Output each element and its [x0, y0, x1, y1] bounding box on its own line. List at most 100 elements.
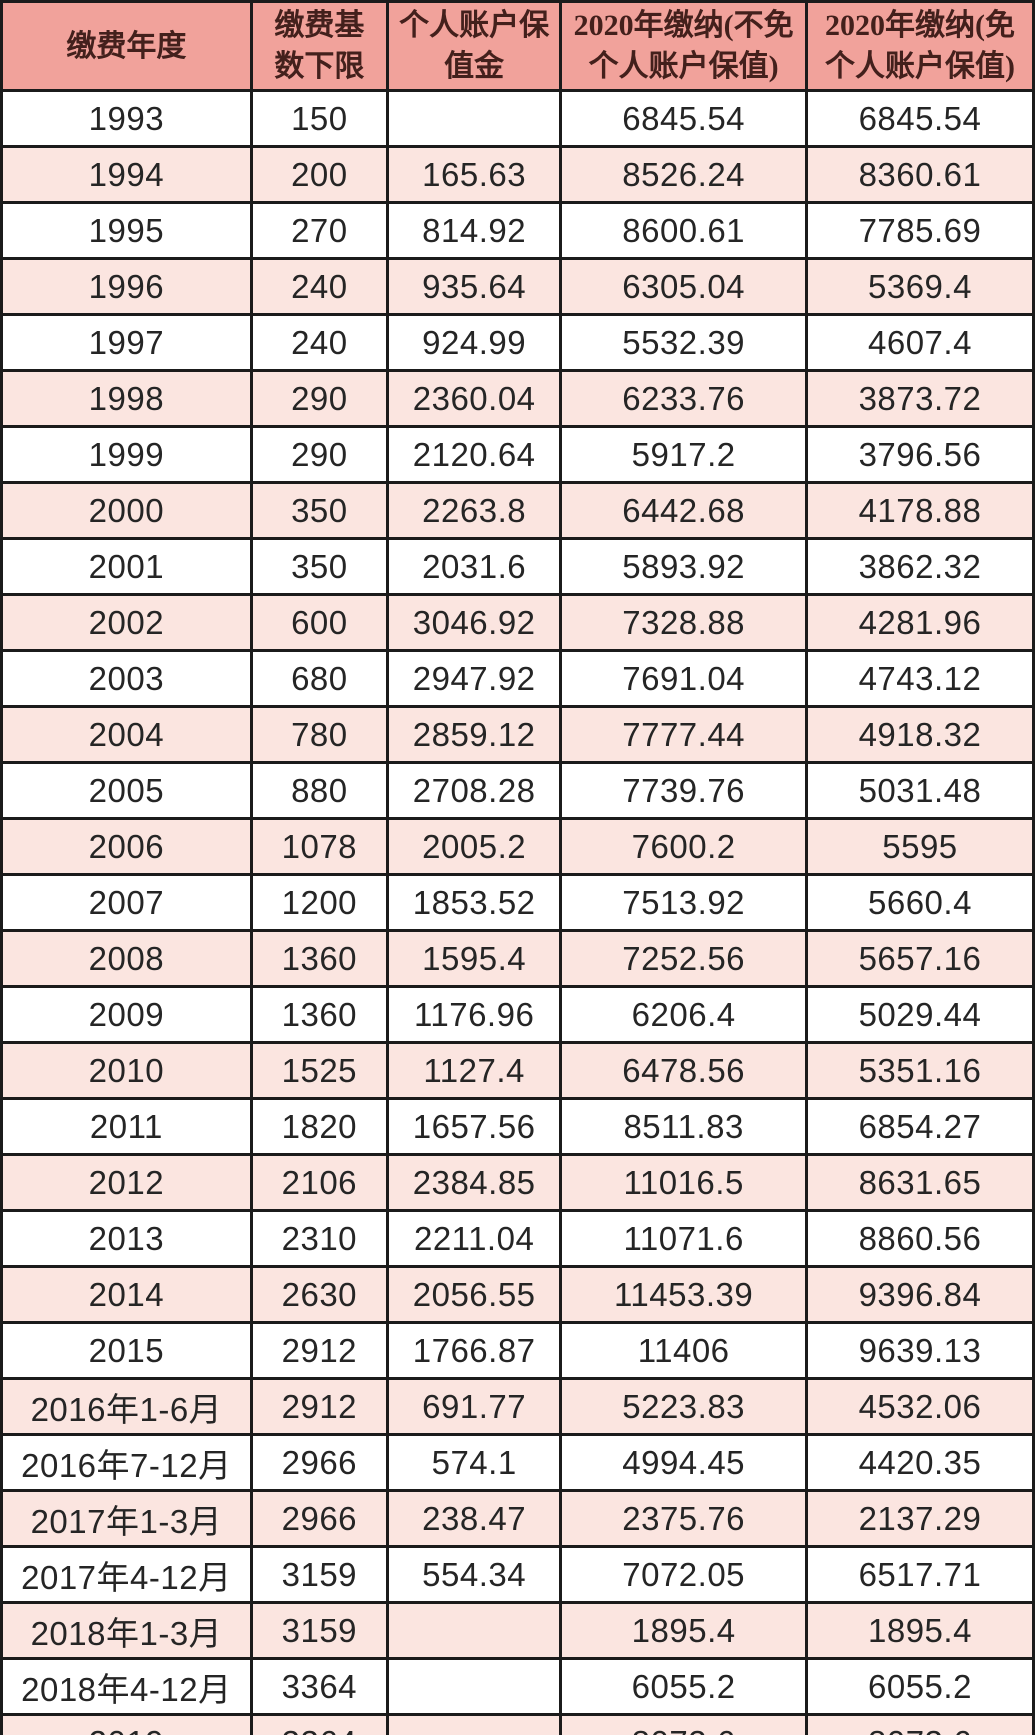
cell-2020-payment-not-exempt: 7691.04: [559, 649, 808, 708]
table-body: 1993 150 6845.54 6845.54 1994 200 165.63 8526.2…: [0, 89, 1035, 1735]
cell-2020-payment-exempt: 4532.06: [804, 1377, 1035, 1436]
cell-base-lower-limit: 3159: [249, 1601, 389, 1660]
cell-base-lower-limit: 290: [249, 425, 389, 484]
cell-payment-year: 2001: [0, 537, 253, 596]
table-row: 2005 880 2708.28 7739.76 5031.48: [0, 761, 1035, 820]
cell-payment-year: 2005: [0, 761, 253, 820]
table-row: 2018年1-3月 3159 1895.4 1895.4: [0, 1601, 1035, 1660]
table-row: 2000 350 2263.8 6442.68 4178.88: [0, 481, 1035, 540]
cell-personal-account-preservation: 2263.8: [385, 481, 563, 540]
cell-2020-payment-not-exempt: 8073.6: [559, 1713, 808, 1735]
cell-2020-payment-not-exempt: 7252.56: [559, 929, 808, 988]
cell-2020-payment-exempt: 5657.16: [804, 929, 1035, 988]
cell-base-lower-limit: 600: [249, 593, 389, 652]
cell-2020-payment-exempt: 4178.88: [804, 481, 1035, 540]
cell-payment-year: 2014: [0, 1265, 253, 1324]
header-row: 缴费年度 缴费基 数下限 个人账户保 值金 2020年缴纳(不免 个人账户保值)…: [0, 0, 1035, 92]
cell-base-lower-limit: 350: [249, 481, 389, 540]
cell-payment-year: 2000: [0, 481, 253, 540]
cell-2020-payment-not-exempt: 2375.76: [559, 1489, 808, 1548]
col-header-base-lower-limit: 缴费基 数下限: [249, 0, 389, 92]
cell-payment-year: 2011: [0, 1097, 253, 1156]
cell-2020-payment-exempt: 5351.16: [804, 1041, 1035, 1100]
table-row: 2016年7-12月 2966 574.1 4994.45 4420.35: [0, 1433, 1035, 1492]
cell-base-lower-limit: 240: [249, 313, 389, 372]
cell-personal-account-preservation: 2031.6: [385, 537, 563, 596]
cell-base-lower-limit: 2630: [249, 1265, 389, 1324]
cell-2020-payment-not-exempt: 6305.04: [559, 257, 808, 316]
cell-base-lower-limit: 1525: [249, 1041, 389, 1100]
cell-payment-year: 2017年1-3月: [0, 1489, 253, 1548]
table-row: 2008 1360 1595.4 7252.56 5657.16: [0, 929, 1035, 988]
cell-base-lower-limit: 2912: [249, 1321, 389, 1380]
table-row: 2003 680 2947.92 7691.04 4743.12: [0, 649, 1035, 708]
cell-2020-payment-not-exempt: 5893.92: [559, 537, 808, 596]
cell-2020-payment-exempt: 5369.4: [804, 257, 1035, 316]
cell-personal-account-preservation: 554.34: [385, 1545, 563, 1604]
cell-base-lower-limit: 1360: [249, 985, 389, 1044]
cell-2020-payment-not-exempt: 7072.05: [559, 1545, 808, 1604]
cell-base-lower-limit: 350: [249, 537, 389, 596]
cell-personal-account-preservation: 691.77: [385, 1377, 563, 1436]
table-row: 2009 1360 1176.96 6206.4 5029.44: [0, 985, 1035, 1044]
cell-personal-account-preservation: 2056.55: [385, 1265, 563, 1324]
cell-personal-account-preservation: 238.47: [385, 1489, 563, 1548]
cell-base-lower-limit: 2106: [249, 1153, 389, 1212]
cell-base-lower-limit: 270: [249, 201, 389, 260]
cell-personal-account-preservation: 1176.96: [385, 985, 563, 1044]
cell-2020-payment-not-exempt: 5223.83: [559, 1377, 808, 1436]
table-row: 1995 270 814.92 8600.61 7785.69: [0, 201, 1035, 260]
cell-payment-year: 1995: [0, 201, 253, 260]
cell-2020-payment-not-exempt: 6442.68: [559, 481, 808, 540]
cell-payment-year: 1996: [0, 257, 253, 316]
cell-payment-year: 2018年4-12月: [0, 1657, 253, 1716]
cell-2020-payment-not-exempt: 5917.2: [559, 425, 808, 484]
table-row: 1998 290 2360.04 6233.76 3873.72: [0, 369, 1035, 428]
cell-base-lower-limit: 3364: [249, 1657, 389, 1716]
cell-payment-year: 2015: [0, 1321, 253, 1380]
cell-2020-payment-exempt: 1895.4: [804, 1601, 1035, 1660]
cell-2020-payment-exempt: 9639.13: [804, 1321, 1035, 1380]
cell-personal-account-preservation: 2211.04: [385, 1209, 563, 1268]
cell-2020-payment-exempt: 8860.56: [804, 1209, 1035, 1268]
cell-base-lower-limit: 1360: [249, 929, 389, 988]
cell-personal-account-preservation: 1657.56: [385, 1097, 563, 1156]
cell-2020-payment-not-exempt: 5532.39: [559, 313, 808, 372]
cell-2020-payment-exempt: 5031.48: [804, 761, 1035, 820]
table-row: 2007 1200 1853.52 7513.92 5660.4: [0, 873, 1035, 932]
table-row: 1997 240 924.99 5532.39 4607.4: [0, 313, 1035, 372]
table-row: 2006 1078 2005.2 7600.2 5595: [0, 817, 1035, 876]
cell-2020-payment-exempt: 4281.96: [804, 593, 1035, 652]
table-row: 2010 1525 1127.4 6478.56 5351.16: [0, 1041, 1035, 1100]
cell-base-lower-limit: 1200: [249, 873, 389, 932]
cell-personal-account-preservation: [385, 1713, 563, 1735]
cell-personal-account-preservation: 2708.28: [385, 761, 563, 820]
cell-personal-account-preservation: [385, 1657, 563, 1716]
cell-personal-account-preservation: 924.99: [385, 313, 563, 372]
cell-payment-year: 2010: [0, 1041, 253, 1100]
table-row: 2012 2106 2384.85 11016.5 8631.65: [0, 1153, 1035, 1212]
cell-2020-payment-exempt: 5595: [804, 817, 1035, 876]
cell-2020-payment-exempt: 7785.69: [804, 201, 1035, 260]
cell-payment-year: 2004: [0, 705, 253, 764]
col-header-2020-payment-exempt: 2020年缴纳(免 个人账户保值): [804, 0, 1035, 92]
cell-personal-account-preservation: 2120.64: [385, 425, 563, 484]
cell-2020-payment-not-exempt: 6845.54: [559, 89, 808, 148]
cell-2020-payment-not-exempt: 7739.76: [559, 761, 808, 820]
cell-2020-payment-exempt: 3873.72: [804, 369, 1035, 428]
cell-2020-payment-not-exempt: 11406: [559, 1321, 808, 1380]
cell-2020-payment-exempt: 8073.6: [804, 1713, 1035, 1735]
cell-base-lower-limit: 680: [249, 649, 389, 708]
cell-2020-payment-not-exempt: 1895.4: [559, 1601, 808, 1660]
cell-payment-year: 2008: [0, 929, 253, 988]
cell-base-lower-limit: 2310: [249, 1209, 389, 1268]
cell-2020-payment-not-exempt: 6478.56: [559, 1041, 808, 1100]
table-row: 2017年1-3月 2966 238.47 2375.76 2137.29: [0, 1489, 1035, 1548]
cell-2020-payment-not-exempt: 8526.24: [559, 145, 808, 204]
cell-base-lower-limit: 2912: [249, 1377, 389, 1436]
table-row: 1996 240 935.64 6305.04 5369.4: [0, 257, 1035, 316]
cell-payment-year: 2013: [0, 1209, 253, 1268]
cell-payment-year: 2018年1-3月: [0, 1601, 253, 1660]
